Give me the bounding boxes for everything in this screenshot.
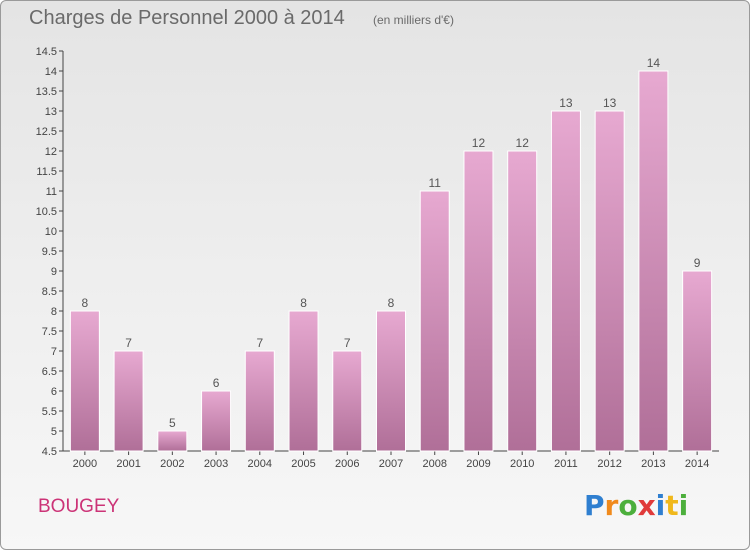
x-tick-label: 2011	[554, 458, 578, 470]
bar-value-label: 12	[516, 136, 530, 150]
y-tick-label: 8	[51, 306, 57, 318]
y-tick-label: 10.5	[36, 206, 57, 218]
bar	[332, 350, 363, 452]
y-tick-label: 13	[45, 106, 57, 118]
x-tick-label: 2012	[597, 458, 621, 470]
bar-value-label: 7	[125, 336, 132, 350]
y-tick-label: 11.5	[36, 166, 57, 178]
y-tick-label: 5	[51, 426, 57, 438]
x-tick-label: 2000	[73, 458, 97, 470]
bar-value-label: 9	[694, 256, 701, 270]
y-tick-label: 11	[46, 186, 57, 198]
y-tick-label: 14	[45, 66, 57, 78]
bar-value-label: 7	[344, 336, 351, 350]
bar-value-label: 13	[603, 96, 617, 110]
bars	[69, 70, 713, 452]
y-tick-label: 4.5	[42, 446, 57, 458]
bar-value-label: 8	[82, 296, 89, 310]
bar	[507, 150, 538, 452]
bar	[244, 350, 275, 452]
x-tick-label: 2008	[422, 458, 446, 470]
logo-letter: r	[604, 489, 619, 522]
y-tick-label: 14.5	[36, 46, 57, 58]
bar	[419, 190, 450, 452]
bar-value-label: 11	[428, 176, 441, 190]
y-tick-label: 9.5	[42, 246, 57, 258]
x-tick-label: 2002	[160, 458, 184, 470]
bar	[113, 350, 144, 452]
x-tick-label: 2009	[466, 458, 490, 470]
labels: 8 2000 7 2001 5 2002 6 2003 7 2004 8 2005 7 2006 8 2007…	[73, 56, 710, 470]
logo-letter: P	[584, 489, 605, 522]
bar	[550, 110, 581, 452]
bar-value-label: 13	[559, 96, 573, 110]
chart-title: Charges de Personnel 2000 à 2014	[29, 7, 345, 29]
y-tick-label: 7	[51, 346, 57, 358]
x-tick-label: 2014	[685, 458, 709, 470]
bar-value-label: 7	[256, 336, 263, 350]
bar-value-label: 5	[169, 416, 176, 430]
logo-letter: i	[655, 489, 666, 522]
bar	[594, 110, 625, 452]
y-tick-label: 10	[45, 226, 57, 238]
x-tick-label: 2010	[510, 458, 534, 470]
bar	[69, 310, 100, 452]
logo-letter: x	[637, 489, 656, 522]
x-tick-label: 2005	[291, 458, 315, 470]
bar-value-label: 14	[647, 56, 661, 70]
logo-letter: t	[665, 489, 679, 522]
bar	[682, 270, 713, 452]
x-tick-label: 2003	[204, 458, 228, 470]
logo-letter: o	[618, 489, 638, 522]
y-tick-label: 6	[51, 386, 57, 398]
x-tick-label: 2004	[248, 458, 272, 470]
bar-value-label: 8	[300, 296, 307, 310]
proxiti-logo[interactable]: Proxiti	[584, 489, 688, 522]
x-tick-label: 2013	[641, 458, 665, 470]
bar	[376, 310, 406, 452]
bar	[201, 390, 232, 452]
y-tick-label: 6.5	[42, 366, 57, 378]
logo-letter: i	[678, 489, 689, 522]
x-tick-label: 2007	[379, 458, 403, 470]
bar-value-label: 12	[472, 136, 486, 150]
chart-subtitle: (en milliers d'€)	[373, 13, 454, 27]
x-tick-label: 2001	[116, 458, 140, 470]
y-tick-label: 8.5	[42, 286, 57, 298]
bar	[463, 150, 494, 452]
y-tick-label: 7.5	[42, 326, 57, 338]
y-tick-label: 12.5	[36, 126, 57, 138]
y-tick-label: 5.5	[42, 406, 57, 418]
bar-value-label: 6	[213, 376, 220, 390]
x-tick-label: 2006	[335, 458, 359, 470]
y-tick-label: 12	[45, 146, 57, 158]
bar	[638, 70, 669, 452]
bar	[157, 430, 188, 452]
bar-value-label: 8	[388, 296, 395, 310]
y-tick-label: 9	[51, 266, 57, 278]
y-tick-label: 13.5	[36, 86, 57, 98]
commune-name: BOUGEY	[38, 496, 120, 517]
bar	[288, 310, 319, 452]
